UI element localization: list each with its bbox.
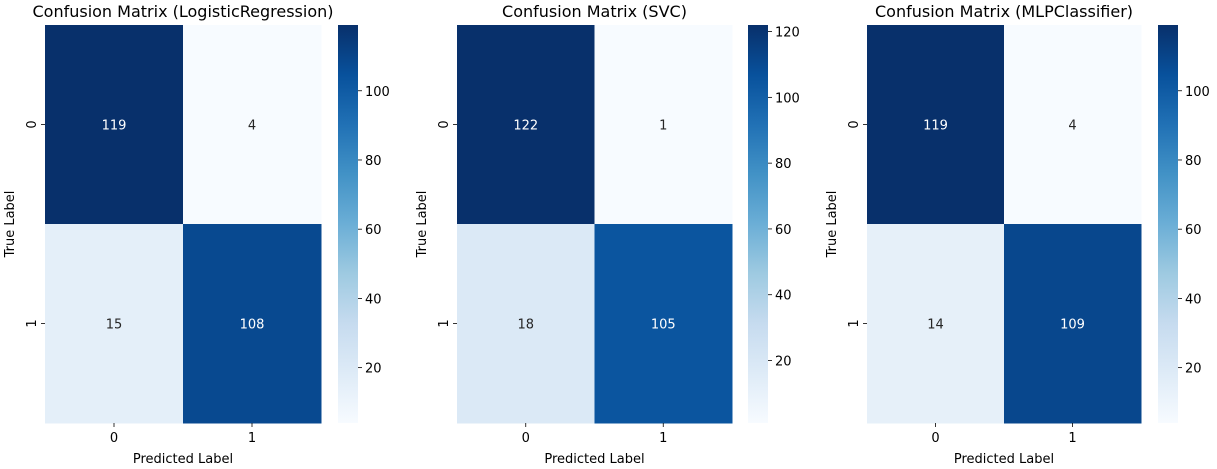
colorbar — [1158, 25, 1178, 423]
cell-value-label: 1 — [659, 119, 667, 134]
x-tick-label: 1 — [248, 431, 256, 446]
colorbar-tick-label: 60 — [1185, 223, 1202, 238]
cell-value-label: 4 — [1068, 119, 1076, 134]
y-axis-label: True Label — [825, 191, 840, 259]
x-tick-label: 1 — [659, 431, 667, 446]
cell-value-label: 122 — [513, 119, 538, 134]
heatmap-cell — [457, 25, 595, 225]
heatmap-cell — [594, 25, 733, 225]
cell-value-label: 109 — [1060, 318, 1085, 333]
y-tick-label: 1 — [25, 319, 40, 327]
chart-title: Confusion Matrix (LogisticRegression) — [32, 2, 333, 21]
heatmap-cell — [183, 224, 322, 424]
colorbar-tick-label: 120 — [775, 26, 800, 41]
heatmap-cell — [594, 224, 733, 424]
x-tick-label: 0 — [110, 431, 118, 446]
heatmap-cell — [183, 25, 322, 225]
heatmap-cell — [45, 25, 184, 225]
colorbar-tick-label: 100 — [365, 85, 390, 100]
colorbar-tick-label: 20 — [365, 362, 382, 377]
colorbar-tick-label: 100 — [1185, 85, 1210, 100]
heatmap-cell — [45, 224, 184, 424]
cell-value-label: 119 — [923, 119, 948, 134]
heatmap-cell — [867, 25, 1005, 225]
x-axis-label: Predicted Label — [954, 452, 1054, 467]
colorbar-tick-label: 40 — [365, 292, 382, 307]
cell-value-label: 15 — [106, 318, 123, 333]
cell-value-label: 119 — [102, 119, 127, 134]
colorbar-tick-label: 80 — [1185, 154, 1202, 169]
y-axis-label: True Label — [3, 191, 18, 259]
cell-value-label: 18 — [517, 318, 534, 333]
heatmap-panel-2: Confusion Matrix (MLPClassifier)119 414 10… — [825, 2, 1210, 467]
colorbar-tick-label: 80 — [365, 154, 382, 169]
cell-value-label: 14 — [927, 318, 944, 333]
y-tick-label: 1 — [847, 319, 862, 327]
x-axis-label: Predicted Label — [544, 452, 644, 467]
cell-value-label: 105 — [651, 318, 676, 333]
x-tick-label: 1 — [1068, 431, 1076, 446]
y-axis-label: True Label — [415, 191, 430, 259]
colorbar-tick-label: 60 — [365, 223, 382, 238]
heatmap-panel-1: Confusion Matrix (SVC) 122 1 18 105 0 1 0 1 Predi… — [415, 2, 800, 467]
colorbar-tick-label: 40 — [1185, 292, 1202, 307]
cell-value-label: 4 — [248, 119, 256, 134]
y-tick-label: 0 — [847, 120, 862, 128]
cell-value-label: 108 — [240, 318, 265, 333]
colorbar-tick-label: 40 — [775, 289, 792, 304]
y-tick-label: 0 — [437, 120, 452, 128]
heatmap-cell — [1004, 25, 1142, 225]
colorbar-tick-label: 20 — [1185, 362, 1202, 377]
y-tick-label: 1 — [437, 319, 452, 327]
x-tick-label: 0 — [522, 431, 530, 446]
colorbar-tick-label: 100 — [775, 91, 800, 106]
colorbar — [338, 25, 358, 423]
chart-title: Confusion Matrix (MLPClassifier) — [875, 2, 1133, 21]
colorbar-tick-label: 80 — [775, 157, 792, 172]
heatmap-cell — [867, 224, 1005, 424]
colorbar — [748, 25, 768, 423]
colorbar-tick-label: 60 — [775, 223, 792, 238]
colorbar-tick-label: 20 — [775, 355, 792, 370]
heatmap-cell — [457, 224, 595, 424]
x-axis-label: Predicted Label — [133, 452, 233, 467]
heatmap-panel-0: Confusion Matrix (LogisticRegression) 119… — [3, 2, 390, 467]
heatmap-cell — [1004, 224, 1142, 424]
y-tick-label: 0 — [25, 120, 40, 128]
chart-title: Confusion Matrix (SVC) — [502, 2, 687, 21]
x-tick-label: 0 — [931, 431, 939, 446]
